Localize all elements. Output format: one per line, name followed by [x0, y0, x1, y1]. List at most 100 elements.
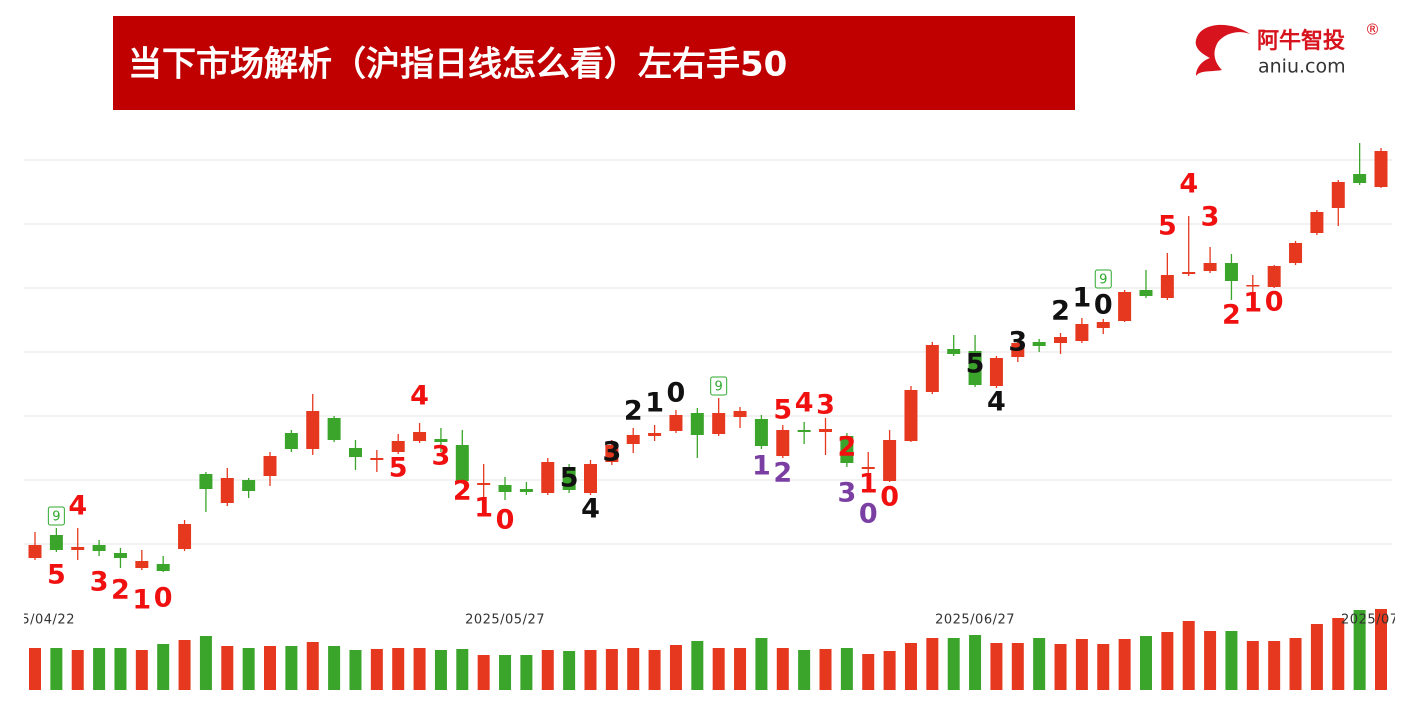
- volume-bar: [734, 648, 747, 690]
- candle-body: [583, 464, 597, 493]
- candle-body: [477, 483, 491, 485]
- count-label: 1: [752, 451, 771, 482]
- volume-bar: [114, 648, 127, 690]
- volume-bar: [819, 649, 832, 690]
- candle-body: [968, 351, 982, 385]
- volume-bar: [29, 648, 41, 690]
- volume-bar: [221, 646, 234, 690]
- count-label: 4: [410, 381, 429, 412]
- volume-bar: [1011, 643, 1024, 690]
- count-label: 0: [154, 583, 173, 614]
- volume-bar: [755, 638, 768, 690]
- volume-bar: [71, 650, 84, 690]
- volume-bar: [178, 640, 191, 690]
- volume-bar: [1118, 639, 1131, 690]
- volume-bar: [242, 648, 255, 690]
- candle-body: [327, 418, 341, 440]
- count-label: 2: [837, 432, 856, 463]
- candle-body: [1353, 174, 1367, 183]
- x-tick-label: 2025/07/24: [1341, 613, 1416, 628]
- candle-body: [989, 358, 1003, 386]
- count-label: 0: [496, 505, 515, 536]
- volume-bar: [776, 648, 789, 690]
- volume-bar: [1097, 644, 1110, 690]
- volume-bar: [947, 638, 960, 690]
- volume-bar: [328, 646, 341, 690]
- volume-bar: [1246, 641, 1259, 690]
- candle-body: [156, 564, 170, 571]
- count-label: 5: [47, 560, 66, 591]
- plot-area: 2025/04/22 2025/05/27 2025/06/27 2025/07/24…: [0, 143, 1416, 690]
- signal-label: 9: [1099, 273, 1107, 288]
- candle-body: [242, 480, 256, 491]
- candle-body: [1032, 342, 1046, 346]
- candle-body: [690, 413, 704, 435]
- volume-bar: [413, 648, 426, 690]
- volume-bar: [285, 646, 298, 690]
- count-label: 3: [1008, 327, 1027, 358]
- candle-body: [541, 462, 555, 493]
- candle-body: [1246, 285, 1260, 287]
- candle-body: [1224, 263, 1238, 281]
- candle-body: [348, 448, 362, 457]
- count-label: 2: [773, 458, 792, 489]
- candle-body: [1182, 272, 1196, 274]
- count-label: 5: [389, 453, 408, 484]
- volume-bar: [1353, 610, 1366, 690]
- volume-bar: [199, 636, 212, 690]
- volume-bar: [1033, 638, 1046, 690]
- count-label: 1: [859, 469, 878, 500]
- candle-body: [519, 489, 533, 492]
- candle-body: [605, 445, 619, 462]
- signal-box: [1094, 269, 1112, 289]
- candle-body: [199, 474, 213, 489]
- candle-body: [455, 445, 469, 481]
- count-label: 2: [624, 396, 643, 427]
- candle-body: [904, 390, 918, 441]
- candle-body: [840, 436, 854, 463]
- candle-body: [1203, 263, 1217, 271]
- count-label: 0: [667, 378, 686, 409]
- candle-body: [776, 430, 790, 456]
- volume-bar: [627, 648, 640, 690]
- candle-body: [1374, 151, 1388, 187]
- candle-body: [648, 433, 662, 436]
- count-label: 0: [1265, 287, 1284, 318]
- candle-body: [1310, 212, 1324, 233]
- count-label: 2: [111, 575, 130, 606]
- count-label: 3: [1201, 202, 1220, 233]
- volume-bar: [1204, 631, 1217, 690]
- candle-body: [733, 411, 747, 417]
- candle-body: [1289, 243, 1303, 263]
- x-tick-label: 2025/04/22: [0, 613, 75, 628]
- candle-body: [135, 561, 149, 568]
- logo-name: 阿牛智投: [1257, 28, 1345, 54]
- count-label: 3: [602, 437, 621, 468]
- candle-body: [498, 485, 512, 492]
- volume-bar: [264, 646, 277, 690]
- volume-bar: [798, 650, 811, 690]
- candle-body: [49, 535, 63, 550]
- candle-body: [220, 478, 234, 503]
- candle-body: [71, 547, 85, 550]
- x-tick-label: 2025/05/27: [465, 613, 545, 628]
- candle-body: [263, 456, 277, 476]
- candle-body: [1054, 337, 1068, 343]
- candle-body: [1118, 292, 1132, 321]
- candle-body: [1267, 266, 1281, 287]
- volume-bar: [1182, 621, 1195, 690]
- volume-bar: [349, 650, 362, 690]
- volume-bar: [1289, 638, 1302, 690]
- count-label: 1: [1072, 283, 1091, 314]
- count-label: 1: [1243, 288, 1262, 319]
- volume-bar: [520, 655, 533, 690]
- volume-bar: [1225, 631, 1238, 690]
- candle-body: [883, 440, 897, 481]
- count-label: 0: [859, 499, 878, 530]
- candle-body: [391, 441, 405, 452]
- volume-bar: [541, 650, 554, 690]
- title-banner: [113, 16, 1075, 110]
- count-label: 5: [560, 463, 579, 494]
- candle-body: [306, 411, 320, 449]
